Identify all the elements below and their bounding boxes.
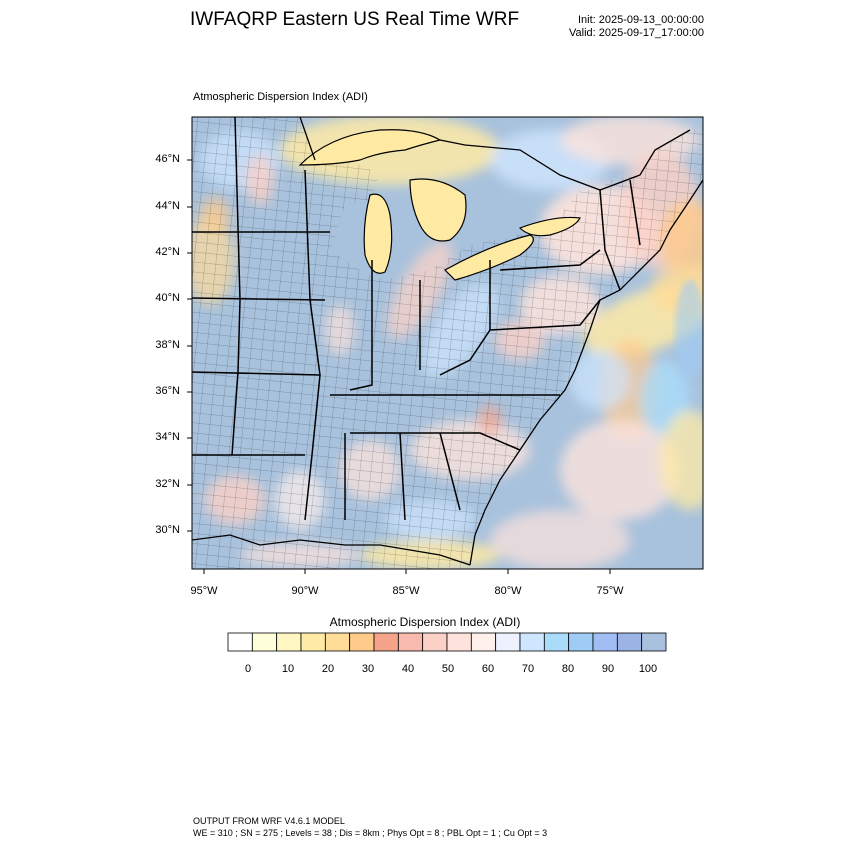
lat-label: 32°N (155, 478, 180, 490)
colorbar-title: Atmospheric Dispersion Index (ADI) (329, 615, 521, 629)
lon-label: 95°W (190, 585, 218, 597)
lat-label: 34°N (155, 431, 180, 443)
colorbar-box (519, 632, 545, 652)
colorbar-tick-label: 60 (481, 663, 495, 675)
colorbar-box (616, 632, 643, 652)
lon-label: 75°W (596, 585, 624, 597)
colorbar-box (543, 632, 570, 652)
valid-time: Valid: 2025-09-17_17:00:00 (569, 27, 704, 39)
colorbar-tick-label: 90 (601, 663, 615, 675)
colorbar-box (568, 632, 594, 652)
colorbar-box (227, 632, 253, 652)
colorbar-tick-label: 100 (638, 663, 658, 675)
colorbar-tick-label: 70 (521, 663, 535, 675)
land-counties (192, 117, 703, 569)
model-info-line2: WE = 310 ; SN = 275 ; Levels = 38 ; Dis … (193, 828, 548, 838)
colorbar-box (251, 632, 278, 652)
colorbar-box (470, 632, 497, 652)
colorbar-box (276, 632, 302, 652)
model-info-line1: OUTPUT FROM WRF V4.6.1 MODEL (193, 816, 345, 826)
great-lakes (298, 129, 581, 281)
colorbar-box (349, 632, 375, 652)
state-boundaries (192, 117, 641, 521)
ocean-shading (675, 280, 703, 380)
field-label: Atmospheric Dispersion Index (ADI) (193, 91, 368, 103)
lat-label: 40°N (155, 292, 180, 304)
lat-label: 46°N (155, 153, 180, 165)
colorbar-tick-label: 20 (321, 663, 335, 675)
colorbar-box (397, 632, 424, 652)
lon-label: 85°W (392, 585, 420, 597)
map-frame (191, 116, 704, 570)
lat-label: 36°N (155, 385, 180, 397)
colorbar-box (300, 632, 326, 652)
colorbar-tick-label: 40 (401, 663, 415, 675)
lat-label: 38°N (155, 339, 180, 351)
map-title: IWFAQRP Eastern US Real Time WRF (190, 9, 520, 30)
colorbar-tick-label: 80 (561, 663, 575, 675)
coastline (192, 117, 703, 566)
colorbar-box (373, 632, 399, 652)
colorbar-box (446, 632, 472, 652)
colorbar-tick-labels: 0 10 20 30 40 50 60 70 80 90 100 (0, 663, 850, 679)
lat-label: 30°N (155, 524, 180, 536)
colorbar-tick-label: 30 (361, 663, 375, 675)
colorbar-tick-label: 50 (441, 663, 455, 675)
axis-ticks (187, 159, 611, 574)
colorbar-box (592, 632, 618, 652)
colorbar-box (324, 632, 351, 652)
lat-label: 42°N (155, 246, 180, 258)
lat-label: 44°N (155, 200, 180, 212)
colorbar-box (495, 632, 521, 652)
colorbar-tick-label: 0 (244, 663, 252, 675)
colorbar-box (641, 632, 667, 652)
lon-label: 90°W (291, 585, 319, 597)
lon-label: 80°W (494, 585, 522, 597)
colorbar-box (422, 632, 448, 652)
init-time: Init: 2025-09-13_00:00:00 (578, 14, 704, 26)
colorbar-tick-label: 10 (281, 663, 295, 675)
colorbar (227, 632, 667, 652)
